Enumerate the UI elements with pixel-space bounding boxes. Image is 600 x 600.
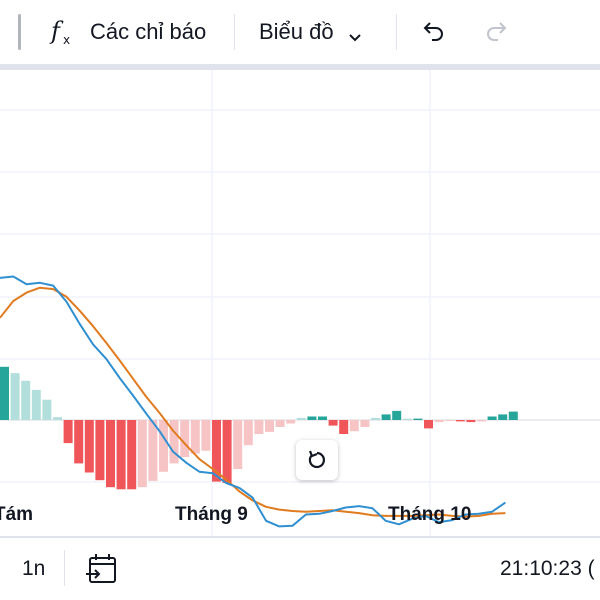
indicator-lines [0,275,506,528]
svg-text:x: x [63,33,70,47]
histogram-bar [137,420,147,488]
histogram-bar [455,420,465,422]
histogram-bar [265,420,274,432]
undo-button[interactable] [420,0,446,64]
x-axis-tick-label: Tháng 9 [175,504,248,525]
indicators-button[interactable]: f x Các chỉ báo [48,0,206,64]
histogram-bar [106,420,115,488]
svg-text:f: f [49,17,64,45]
histogram-bar [381,414,391,420]
chart-type-dropdown[interactable]: Biểu đồ [259,0,362,64]
histogram-bar [42,399,52,420]
histogram-bar [10,373,20,420]
histogram-bar [286,420,296,424]
histogram-bar [95,420,105,481]
function-fx-icon: f x [48,17,78,47]
toolbar-divider [396,14,397,50]
histogram-bar [243,420,253,446]
top-toolbar: f x Các chỉ báo Biểu đồ [0,0,600,64]
divider-handle [18,14,21,50]
toolbar-separator [0,64,600,70]
histogram-bar [445,420,455,421]
redo-button[interactable] [484,0,510,64]
macd-chart: Tám Tháng 9 Tháng 10 [0,70,600,536]
histogram-bar [360,420,370,427]
histogram-bar [63,420,73,444]
histogram-bar [233,420,243,469]
x-axis-tick-label: Tám [0,504,33,525]
histogram-bar [212,420,221,482]
time-clock[interactable]: 21:10:23 ( [500,557,595,580]
histogram-bar [201,420,211,451]
histogram-bar [190,420,200,454]
toolbar-divider [234,14,235,50]
histogram-bar [21,380,31,420]
undo-icon [420,19,446,45]
x-axis-labels: Tám Tháng 9 Tháng 10 [0,504,471,525]
indicators-label: Các chỉ báo [90,19,207,44]
histogram-bar [148,420,158,481]
histogram-bar [339,420,349,434]
chevron-down-icon [348,25,362,42]
histogram-bar [498,414,508,420]
reset-rotate-icon [306,449,328,471]
histogram-bar [466,420,476,423]
bottom-toolbar: 1n 21:10:23 ( [0,538,600,600]
histogram-bar [275,420,285,427]
histogram-bar [371,417,380,420]
x-axis-tick-label: Tháng 10 [388,504,471,525]
histogram-bar [477,420,486,422]
histogram-bar [159,420,168,472]
macd-chart-pane[interactable]: Tám Tháng 9 Tháng 10 [0,70,600,536]
histogram-bar [487,416,497,420]
histogram-bar [84,420,94,473]
histogram-bar [307,416,317,420]
reset-chart-button[interactable] [296,440,338,480]
histogram-bar [53,417,62,420]
toolbar-left-edge-button[interactable] [0,0,26,64]
histogram-bars [0,366,518,490]
macd-line [0,275,506,528]
histogram-bar [392,410,402,420]
histogram-bar [31,389,41,420]
redo-icon [484,19,510,45]
histogram-bar [0,366,9,420]
histogram-bar [434,420,444,423]
histogram-bar [74,420,84,464]
histogram-bar [349,420,359,432]
histogram-bar [424,420,433,429]
toolbar-divider [64,550,65,586]
interval-button[interactable]: 1n [22,557,46,580]
histogram-bar [402,418,412,420]
bottom-separator [0,536,600,538]
histogram-bar [180,420,190,458]
histogram-bar [508,411,518,420]
histogram-bar [296,417,306,420]
histogram-bar [318,416,327,420]
calendar-go-to-icon [85,552,119,586]
histogram-bar [127,420,137,490]
histogram-bar [169,420,179,464]
signal-line [0,286,506,518]
histogram-bar [116,420,126,490]
histogram-bar [328,420,338,426]
histogram-bar [222,420,232,483]
go-to-date-button[interactable] [85,538,119,600]
histogram-bar [413,418,423,420]
histogram-bar [254,420,264,434]
chart-type-label: Biểu đồ [259,19,334,44]
